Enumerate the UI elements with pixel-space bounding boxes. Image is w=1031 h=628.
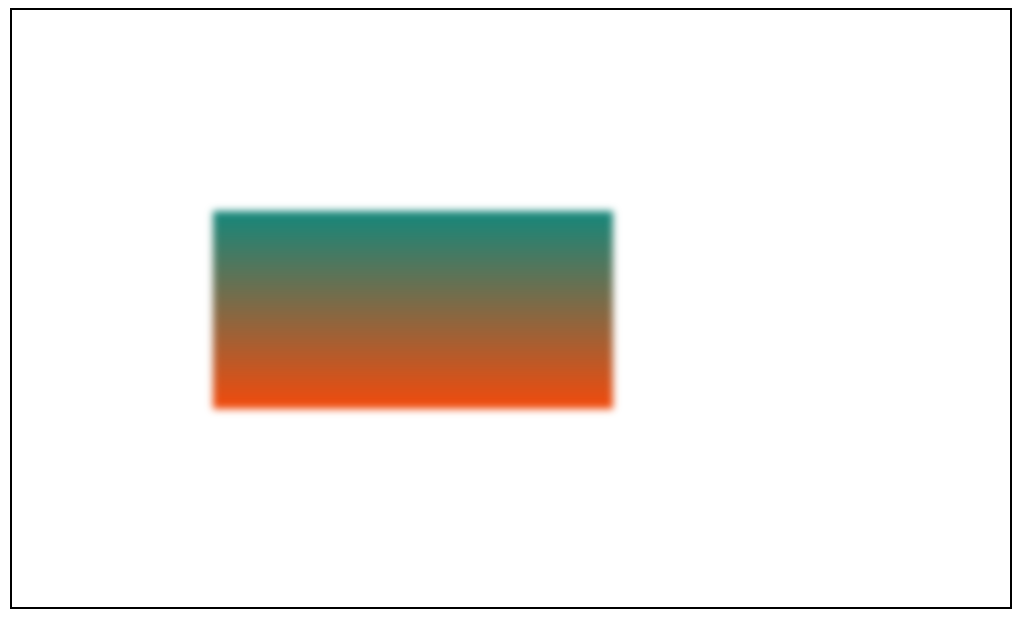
canvas-frame	[10, 8, 1012, 609]
gradient-rectangle	[213, 211, 613, 409]
